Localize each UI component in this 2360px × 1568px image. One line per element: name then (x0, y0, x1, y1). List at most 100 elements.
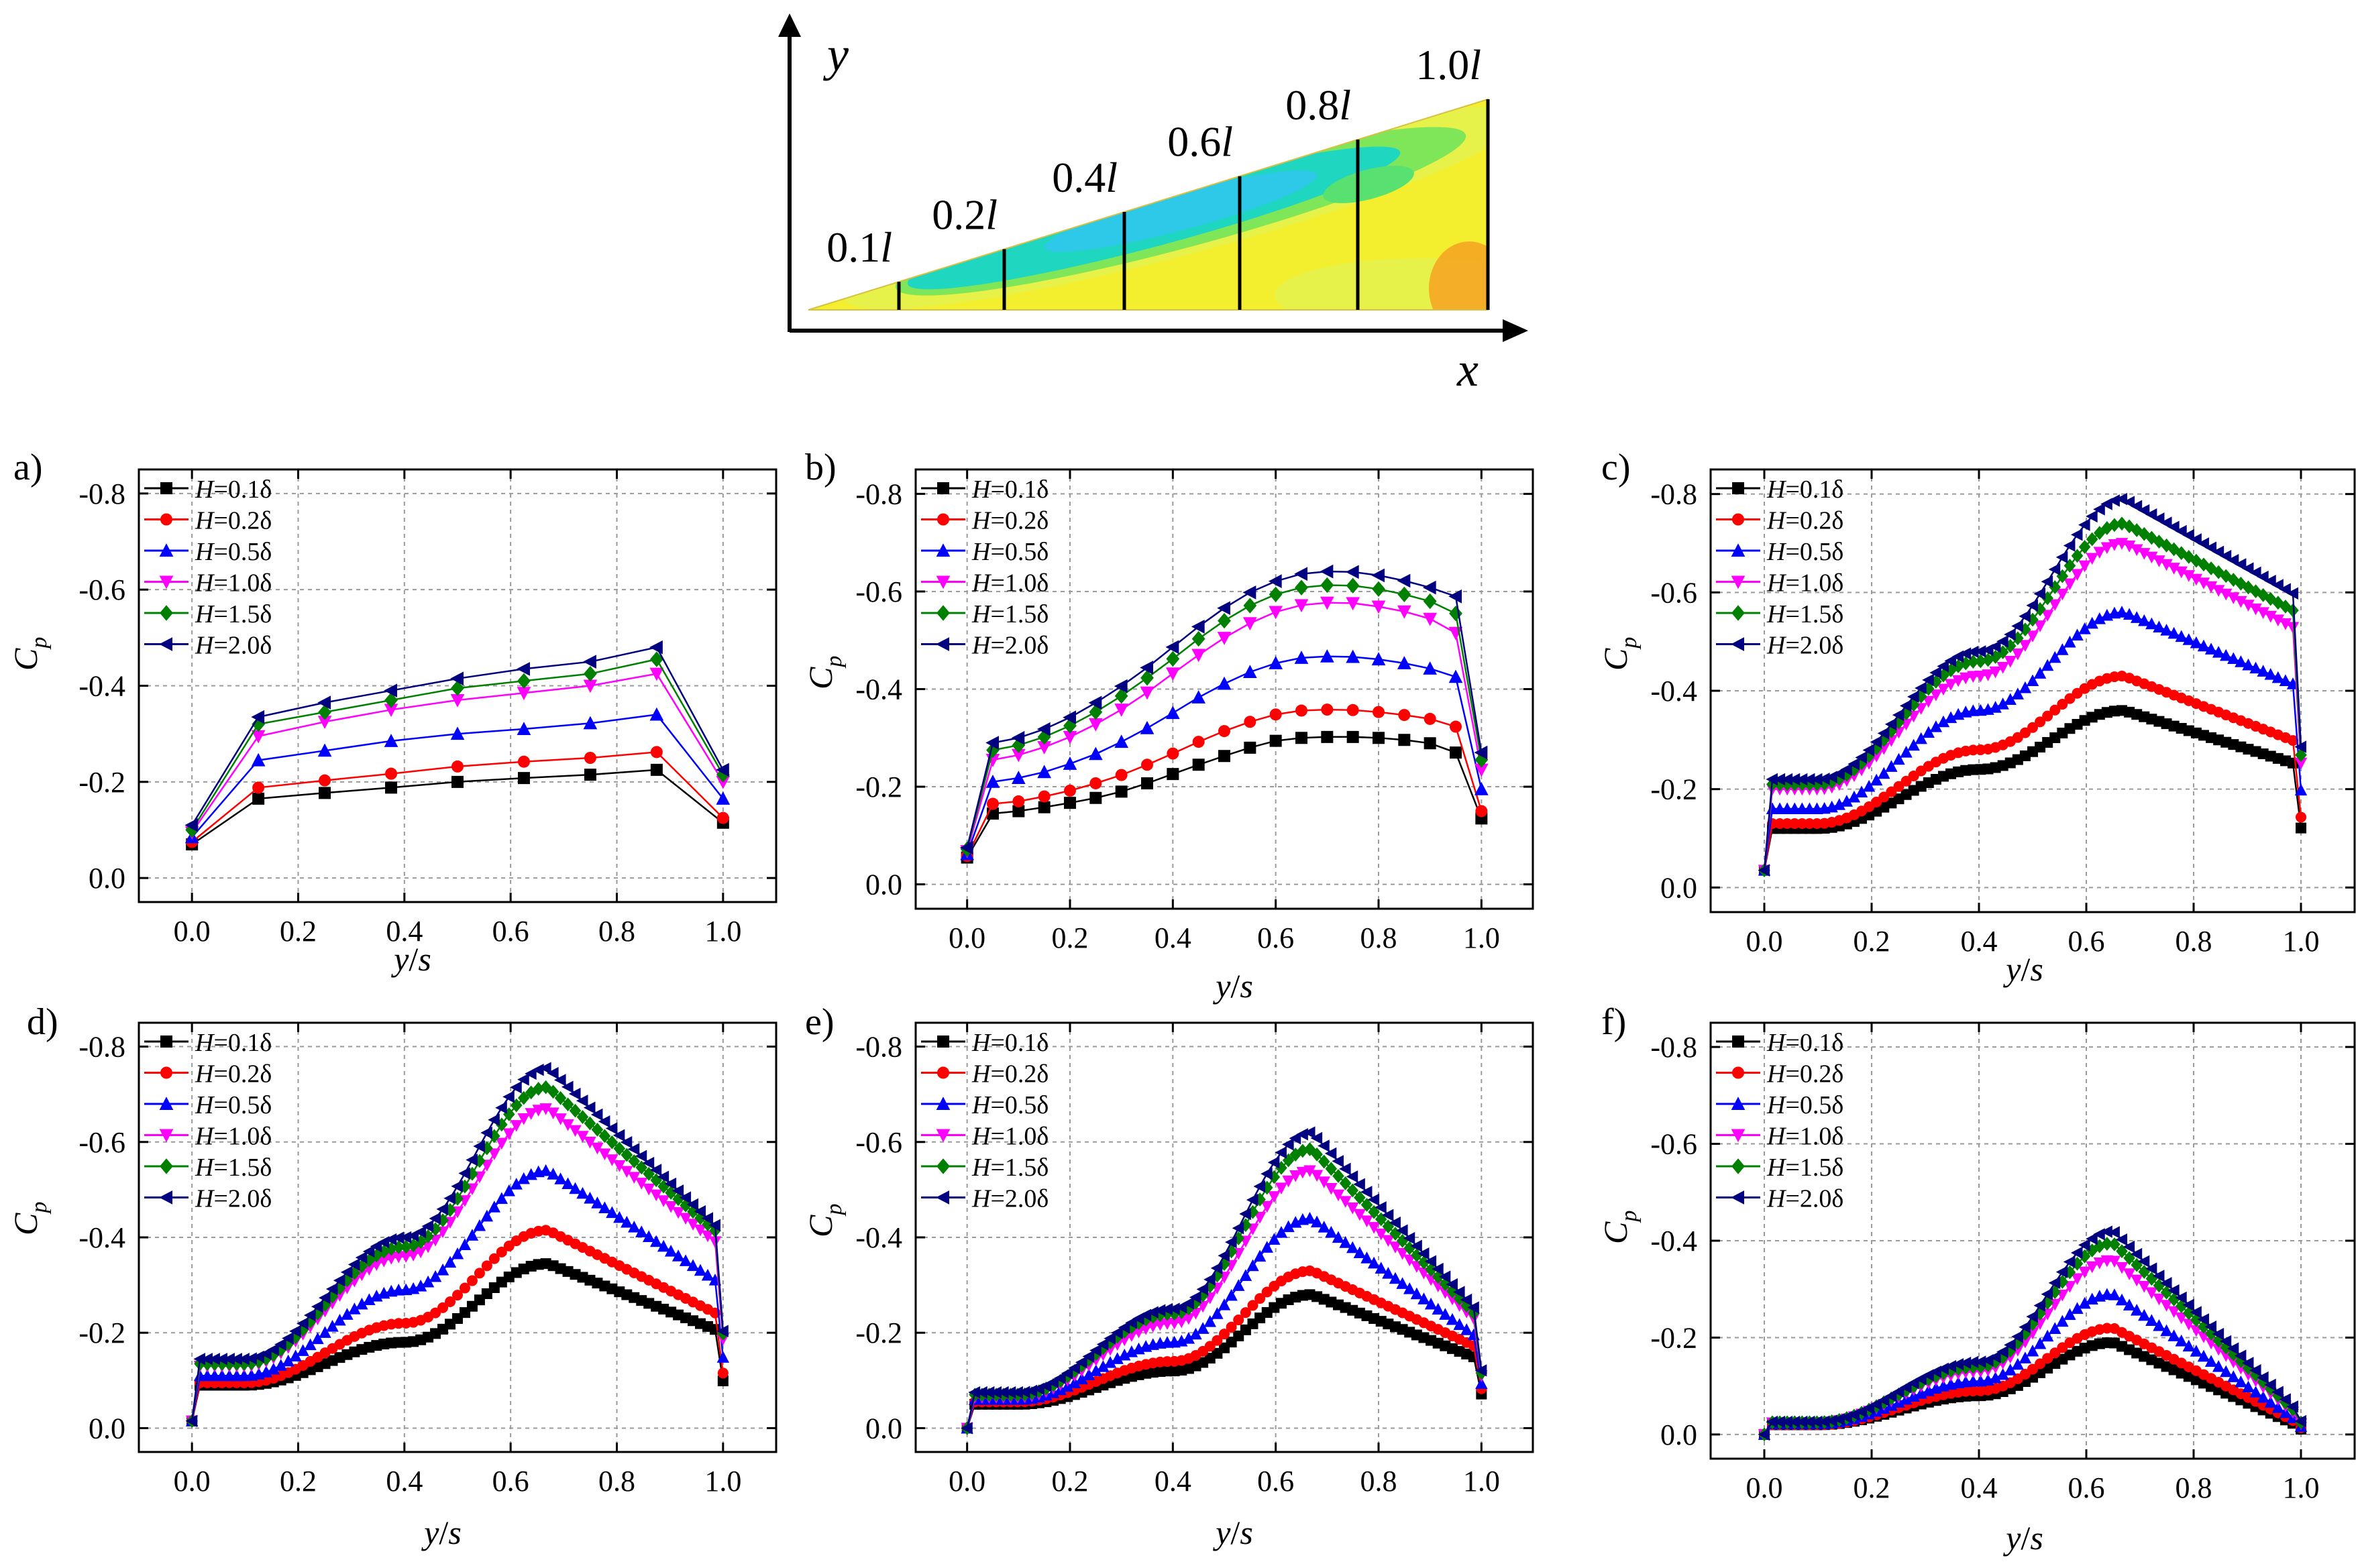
data-point (1467, 1301, 1479, 1314)
data-point (1937, 715, 1950, 728)
data-point (1989, 701, 2002, 713)
data-point (517, 662, 530, 676)
data-point (1011, 1386, 1023, 1399)
data-point (2131, 1274, 2143, 1287)
data-point (2153, 620, 2165, 632)
data-point (1346, 704, 1359, 716)
legend: H=0.1δH=0.2δH=0.5δH=1.0δH=1.5δH=2.0δ (1716, 475, 1843, 660)
data-point (2234, 558, 2247, 571)
y-tick-label: 0.0 (1660, 1418, 1697, 1451)
data-point (1346, 1241, 1359, 1253)
legend-label: H=0.1δ (971, 1029, 1049, 1057)
data-point (1996, 645, 2009, 659)
data-point (2190, 1306, 2202, 1319)
data-point (657, 1170, 669, 1183)
data-point (2153, 1278, 2165, 1293)
data-point (2093, 503, 2105, 516)
data-point (2063, 635, 2076, 648)
data-point (1311, 1147, 1323, 1162)
data-point (2049, 580, 2061, 594)
data-point (1951, 1357, 1964, 1371)
data-point (2167, 1306, 2180, 1319)
data-point (975, 1386, 987, 1399)
data-point (2070, 528, 2083, 541)
data-point (1175, 1316, 1188, 1329)
data-point (1104, 1356, 1117, 1368)
data-point (488, 1253, 500, 1264)
data-point (1146, 1306, 1159, 1319)
legend-label: H=0.2δ (195, 507, 272, 535)
data-point (1438, 1270, 1451, 1283)
data-point (2264, 1396, 2277, 1408)
data-point (1318, 1154, 1330, 1169)
data-point (2019, 640, 2032, 652)
data-point (569, 1125, 582, 1137)
data-point (2131, 523, 2143, 537)
x-tick-label: 0.6 (2068, 925, 2105, 958)
data-point (2190, 636, 2203, 649)
data-point (1332, 1155, 1344, 1168)
y-tick-label: 0.0 (1660, 871, 1697, 904)
data-point (679, 1191, 692, 1204)
data-point (2190, 573, 2203, 586)
data-point (1037, 741, 1052, 754)
x-axis-label: y/s (2002, 950, 2043, 988)
data-point (1242, 617, 1257, 631)
data-point (274, 1343, 287, 1357)
x-tick-label: 1.0 (2283, 925, 2320, 958)
data-point (1371, 568, 1385, 583)
data-point (2056, 1314, 2069, 1327)
data-point (445, 1296, 456, 1307)
data-point (1320, 564, 1334, 579)
data-point (1191, 619, 1205, 634)
data-point (664, 1177, 677, 1190)
data-point (160, 1066, 172, 1079)
data-point (2190, 1345, 2203, 1357)
x-axis-label: y/s (1212, 967, 1253, 1005)
data-point (708, 1219, 720, 1232)
data-point (2093, 547, 2106, 559)
data-point (502, 1090, 515, 1103)
y-tick-label: -0.6 (1650, 576, 1697, 609)
x-tick-label: 0.4 (386, 1465, 423, 1498)
data-point (2138, 1308, 2151, 1321)
data-point (502, 1128, 515, 1141)
data-point (159, 575, 174, 590)
data-point (495, 1192, 508, 1205)
data-point (1856, 756, 1868, 771)
data-point (260, 1347, 272, 1360)
y-axis-label: Cp (1597, 1211, 1642, 1244)
data-point (1246, 1259, 1259, 1272)
data-point (1318, 1176, 1330, 1188)
data-point (539, 1080, 552, 1095)
data-point (260, 1351, 272, 1366)
x-tick-label: 0.2 (1052, 1465, 1089, 1498)
data-point (510, 1081, 522, 1094)
data-point (2227, 652, 2240, 665)
data-point (2049, 1347, 2061, 1359)
data-point (2182, 1339, 2195, 1352)
schematic-y-label: y (822, 27, 849, 81)
data-point (2204, 1321, 2217, 1333)
data-point (215, 1353, 227, 1365)
data-point (1354, 1190, 1366, 1205)
data-point (2220, 649, 2233, 661)
legend-label: H=1.5δ (195, 600, 272, 628)
data-point (1225, 1235, 1237, 1249)
data-point (1038, 790, 1051, 803)
data-point (2019, 622, 2031, 637)
data-point (1944, 655, 1957, 667)
data-point (1375, 1262, 1387, 1274)
data-point (1884, 718, 1897, 731)
data-point (525, 1085, 537, 1100)
data-point (1211, 1307, 1224, 1319)
data-point (1899, 699, 1912, 712)
data-point (2004, 1343, 2017, 1358)
contour-patch (1275, 258, 1488, 310)
data-point (2249, 661, 2262, 674)
data-point (2086, 616, 2098, 629)
data-point (1303, 1165, 1316, 1178)
data-point (679, 1213, 692, 1225)
legend: H=0.1δH=0.2δH=0.5δH=1.0δH=1.5δH=2.0δ (1716, 1029, 1843, 1213)
data-point (1803, 1415, 1815, 1429)
